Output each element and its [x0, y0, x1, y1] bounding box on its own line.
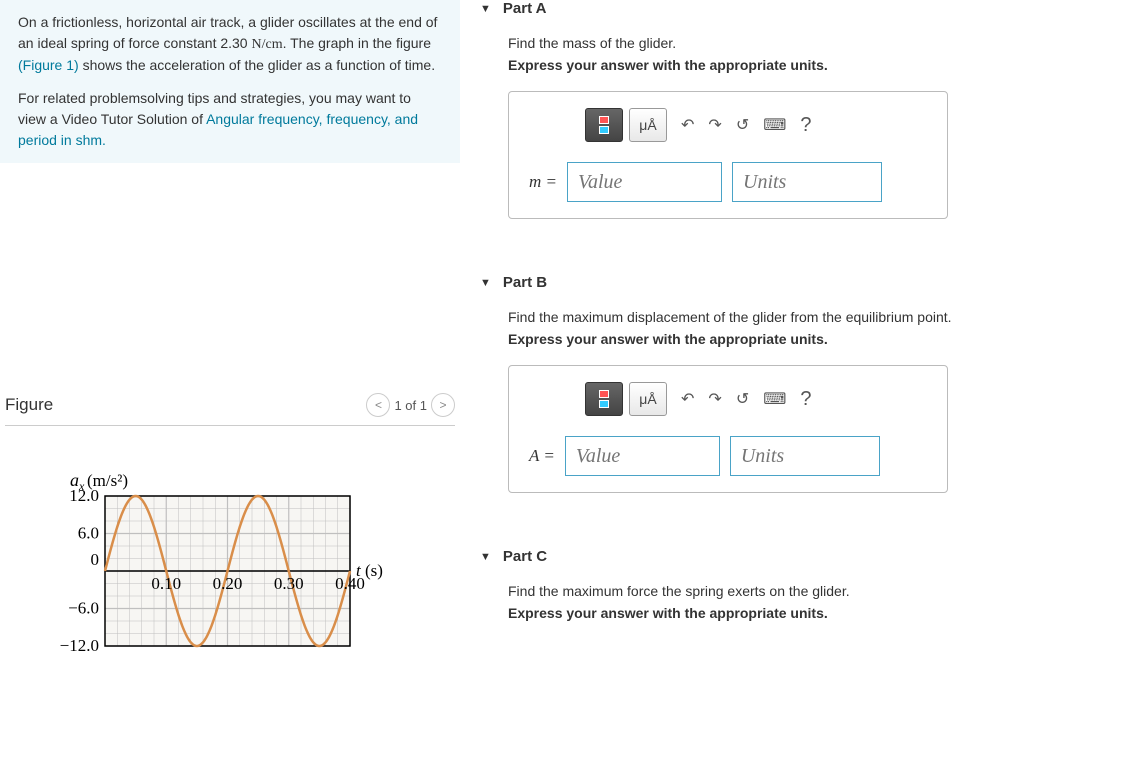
figure-next-button[interactable]: > — [431, 393, 455, 417]
part-a-title: Part A — [503, 0, 547, 17]
svg-text:0.30: 0.30 — [274, 574, 304, 593]
variable-label-a: A = — [529, 446, 555, 466]
part-b-prompt: Find the maximum displacement of the gli… — [508, 309, 1120, 325]
svg-text:0: 0 — [91, 550, 100, 569]
part-a-instruction: Express your answer with the appropriate… — [508, 57, 1120, 73]
template-fraction-button[interactable] — [585, 382, 623, 416]
svg-text:−12.0: −12.0 — [60, 636, 99, 655]
collapse-caret-icon[interactable]: ▼ — [480, 3, 491, 15]
units-input-a[interactable] — [732, 162, 882, 202]
problem-units: N/cm — [251, 37, 282, 52]
value-input-b[interactable] — [565, 436, 720, 476]
figure-nav-label: 1 of 1 — [394, 398, 427, 413]
part-b-instruction: Express your answer with the appropriate… — [508, 331, 1120, 347]
keyboard-icon[interactable]: ⌨ — [763, 115, 786, 135]
help-icon[interactable]: ? — [800, 388, 811, 411]
part-c: ▼ Part C Find the maximum force the spri… — [480, 548, 1120, 621]
reset-icon[interactable]: ↺ — [736, 389, 749, 409]
value-input-a[interactable] — [567, 162, 722, 202]
undo-icon[interactable]: ↶ — [681, 389, 694, 409]
figure-title: Figure — [5, 395, 53, 415]
svg-text:−6.0: −6.0 — [68, 599, 99, 618]
redo-icon[interactable]: ↷ — [708, 115, 721, 135]
keyboard-icon[interactable]: ⌨ — [763, 389, 786, 409]
svg-text:0.10: 0.10 — [151, 574, 181, 593]
help-icon[interactable]: ? — [800, 114, 811, 137]
collapse-caret-icon[interactable]: ▼ — [480, 551, 491, 563]
mu-angstrom-button[interactable]: μÅ — [629, 382, 667, 416]
part-a-prompt: Find the mass of the glider. — [508, 35, 1120, 51]
problem-paragraph-1: On a frictionless, horizontal air track,… — [18, 12, 442, 76]
part-a: ▼ Part A Find the mass of the glider. Ex… — [480, 0, 1120, 219]
svg-text:x: x — [78, 479, 85, 493]
svg-text:0.20: 0.20 — [213, 574, 243, 593]
answer-box-a: μÅ ↶ ↷ ↺ ⌨ ? m = — [508, 91, 948, 219]
undo-icon[interactable]: ↶ — [681, 115, 694, 135]
problem-text: shows the acceleration of the glider as … — [79, 57, 435, 73]
units-input-b[interactable] — [730, 436, 880, 476]
part-c-instruction: Express your answer with the appropriate… — [508, 605, 1120, 621]
template-fraction-button[interactable] — [585, 108, 623, 142]
acceleration-graph: 12.06.0−6.0−12.000.100.200.300.40ax (m/s… — [5, 466, 455, 669]
problem-paragraph-2: For related problemsolving tips and stra… — [18, 88, 442, 151]
part-b: ▼ Part B Find the maximum displacement o… — [480, 274, 1120, 493]
problem-statement: On a frictionless, horizontal air track,… — [0, 0, 460, 163]
figure-ref-link[interactable]: (Figure 1) — [18, 57, 79, 73]
svg-text:(m/s²): (m/s²) — [87, 471, 128, 490]
problem-text: . The graph in the figure — [283, 35, 431, 51]
part-b-title: Part B — [503, 274, 547, 291]
variable-label-m: m = — [529, 172, 557, 192]
mu-angstrom-button[interactable]: μÅ — [629, 108, 667, 142]
figure-prev-button[interactable]: < — [366, 393, 390, 417]
reset-icon[interactable]: ↺ — [736, 115, 749, 135]
svg-text:6.0: 6.0 — [78, 524, 99, 543]
part-c-prompt: Find the maximum force the spring exerts… — [508, 583, 1120, 599]
part-c-title: Part C — [503, 548, 547, 565]
svg-text:a: a — [70, 470, 79, 490]
answer-box-b: μÅ ↶ ↷ ↺ ⌨ ? A = — [508, 365, 948, 493]
redo-icon[interactable]: ↷ — [708, 389, 721, 409]
svg-text:t (s): t (s) — [356, 561, 383, 580]
collapse-caret-icon[interactable]: ▼ — [480, 277, 491, 289]
